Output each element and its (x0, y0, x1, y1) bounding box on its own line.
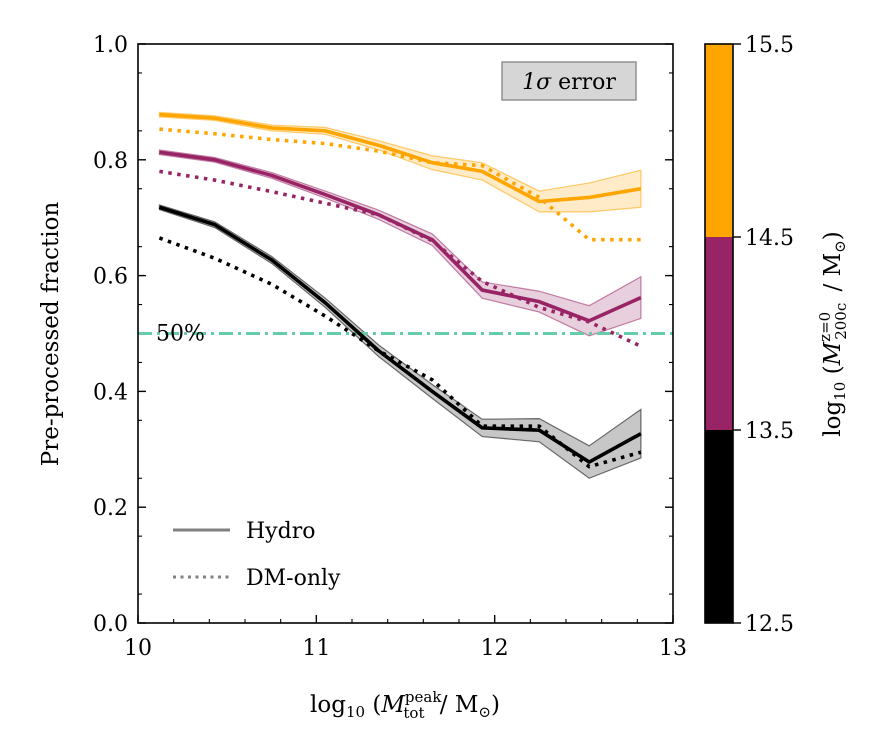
colorbar-tick-label: 14.5 (745, 226, 794, 251)
cb-label-sup: z=0 (816, 312, 834, 342)
colorbar-tick-label: 15.5 (745, 33, 794, 58)
fifty-percent-label: 50% (156, 322, 205, 347)
x-tick-label: 12 (481, 636, 509, 661)
y-tick-label: 0.2 (93, 496, 128, 521)
x-label-log: log (310, 692, 346, 718)
sigma-error-text: 1σ error (522, 70, 616, 95)
x-label-open: ( (365, 692, 381, 718)
series-line-hydro-12.5-13.5 (158, 205, 642, 464)
series-line-dm-only-12.5-13.5 (158, 236, 642, 469)
x-label-log-sub: 10 (346, 703, 365, 721)
error-bands (158, 111, 642, 479)
x-label-sub: tot (403, 704, 424, 722)
x-label-sun: ⊙ (478, 703, 491, 721)
legend: Hydro DM-only (173, 519, 341, 591)
y-axis-ticks: 0.0 0.2 0.4 0.6 0.8 1.0 (93, 33, 673, 637)
error-band-13.5-14.5-2 (158, 149, 642, 337)
series-lines (158, 112, 642, 469)
y-tick-label: 0.6 (93, 265, 128, 290)
colorbar-segment (705, 430, 733, 623)
series-line-dm-only-14.5-15.5 (159, 127, 641, 242)
y-tick-label: 0.8 (93, 149, 128, 174)
plot-frame (137, 43, 674, 624)
sigma-error-annotation: 1σ error (501, 61, 637, 101)
y-tick-label: 0.4 (93, 380, 128, 405)
colorbar-tick-label: 13.5 (745, 419, 794, 444)
x-tick-label: 10 (124, 636, 152, 661)
colorbar-frame (704, 43, 734, 624)
x-label-sup: peak (405, 688, 442, 706)
legend-dm-only-label: DM-only (246, 566, 341, 591)
series-line-hydro-14.5-15.5 (159, 112, 642, 204)
sigma-error-box (501, 61, 637, 101)
cb-label-log: log (820, 401, 846, 437)
x-label-close: ) (491, 692, 500, 718)
colorbar-segment (705, 237, 733, 430)
series-line-dm-only-13.5-14.5 (159, 169, 642, 348)
x-axis-label: log10 (Mpeak tot / M⊙) (310, 688, 500, 722)
cb-label-rest: / M (820, 253, 846, 299)
cb-label-sub: 200c (832, 303, 850, 340)
cb-label-log-sub: 10 (831, 382, 849, 401)
y-tick-label: 1.0 (93, 33, 128, 58)
cb-label-sun: ⊙ (831, 240, 849, 253)
colorbar-tick-label: 12.5 (745, 612, 794, 637)
cb-label-var: M (820, 340, 846, 366)
y-tick-label: 0.0 (93, 612, 128, 637)
x-label-var: M (380, 692, 406, 718)
error-band-12.5-13.5-4 (158, 204, 642, 479)
x-tick-label: 11 (302, 636, 330, 661)
x-axis-ticks: 10 11 12 13 (124, 615, 687, 661)
colorbar-label: log10 (Mz=0200c / M⊙) (816, 231, 850, 436)
colorbar-segment (705, 44, 733, 237)
y-axis-label: Pre-processed fraction (38, 202, 64, 467)
sigma-error-symbol: 1σ (522, 70, 552, 95)
cb-label-close: ) (820, 231, 846, 240)
colorbar (705, 44, 733, 623)
legend-hydro-label: Hydro (246, 519, 315, 544)
colorbar-ticks: 12.5 13.5 14.5 15.5 (733, 33, 794, 637)
sigma-error-word: error (551, 70, 616, 95)
x-tick-label: 13 (659, 636, 687, 661)
cb-label-open: ( (820, 365, 846, 381)
x-label-rest: / M (433, 692, 479, 718)
